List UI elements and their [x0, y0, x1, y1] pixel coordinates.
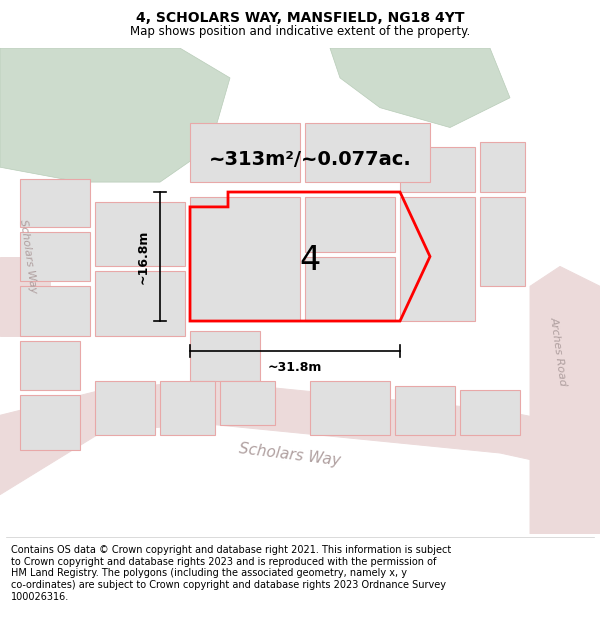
Polygon shape: [305, 256, 395, 321]
Polygon shape: [190, 331, 260, 381]
Polygon shape: [95, 271, 185, 336]
Polygon shape: [480, 197, 525, 286]
Text: Scholars Way: Scholars Way: [18, 219, 38, 294]
Polygon shape: [400, 197, 475, 321]
Text: ~16.8m: ~16.8m: [137, 229, 150, 284]
Polygon shape: [20, 286, 90, 336]
Polygon shape: [395, 386, 455, 435]
Polygon shape: [20, 179, 90, 227]
Polygon shape: [305, 197, 395, 251]
Polygon shape: [220, 381, 275, 425]
Polygon shape: [190, 197, 300, 321]
Text: ~31.8m: ~31.8m: [268, 361, 322, 374]
Polygon shape: [20, 341, 80, 391]
Polygon shape: [460, 391, 520, 435]
Polygon shape: [0, 48, 230, 182]
Polygon shape: [480, 142, 525, 192]
Polygon shape: [160, 381, 215, 435]
Text: Arches Road: Arches Road: [548, 316, 568, 386]
Polygon shape: [0, 256, 50, 336]
Text: 4, SCHOLARS WAY, MANSFIELD, NG18 4YT: 4, SCHOLARS WAY, MANSFIELD, NG18 4YT: [136, 11, 464, 24]
Polygon shape: [95, 381, 155, 435]
Polygon shape: [95, 202, 185, 266]
Polygon shape: [330, 48, 510, 128]
Polygon shape: [305, 122, 430, 182]
Text: Map shows position and indicative extent of the property.: Map shows position and indicative extent…: [130, 24, 470, 38]
Text: Contains OS data © Crown copyright and database right 2021. This information is : Contains OS data © Crown copyright and d…: [11, 545, 451, 602]
Polygon shape: [0, 381, 600, 494]
Polygon shape: [190, 122, 300, 182]
Polygon shape: [310, 381, 390, 435]
Text: 4: 4: [299, 244, 320, 277]
Text: ~313m²/~0.077ac.: ~313m²/~0.077ac.: [209, 150, 412, 169]
Polygon shape: [400, 148, 475, 192]
Polygon shape: [20, 396, 80, 450]
Polygon shape: [20, 232, 90, 281]
Polygon shape: [530, 266, 600, 534]
Text: Scholars Way: Scholars Way: [238, 441, 342, 469]
